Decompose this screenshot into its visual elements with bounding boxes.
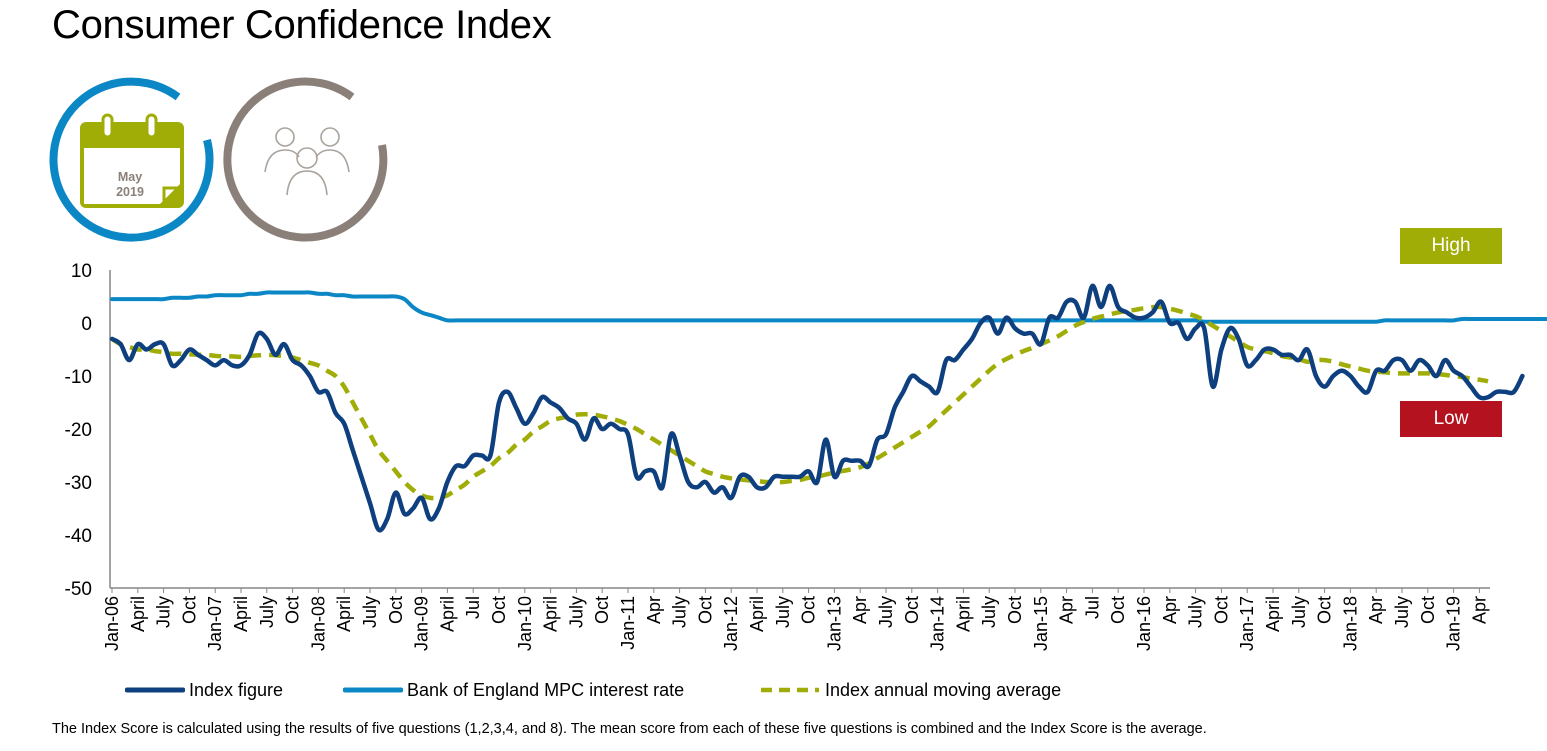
- x-tick-label: Jul: [463, 596, 483, 619]
- y-tick-label: -10: [65, 367, 92, 388]
- x-tick-label: July: [1392, 596, 1412, 628]
- x-tick-label: Apr: [1057, 596, 1077, 624]
- x-tick-label: Apr: [1160, 596, 1180, 624]
- low-badge: Low: [1400, 401, 1502, 437]
- x-tick-label: July: [566, 596, 586, 628]
- y-tick-label: 0: [81, 314, 92, 335]
- x-tick-label: Jan-13: [824, 596, 844, 651]
- legend-swatch-moving-average: [761, 687, 819, 693]
- x-tick-label: July: [670, 596, 690, 628]
- icon-group: May 2019: [49, 77, 388, 242]
- x-tick-label: Oct: [489, 596, 509, 624]
- x-tick-label: Jan-10: [515, 596, 535, 651]
- x-tick-label: July: [1289, 596, 1309, 628]
- legend-swatch-interest-rate: [343, 687, 403, 693]
- x-tick-label: Oct: [1418, 596, 1438, 624]
- x-tick-label: Oct: [592, 596, 612, 624]
- x-tick-label: Jan-16: [1134, 596, 1154, 651]
- x-tick-label: April: [334, 596, 354, 632]
- line-chart: 100-10-20-30-40-50 Jan-06 April July Oct Jan…: [65, 261, 1547, 651]
- x-tick-label: Jan-08: [308, 596, 328, 651]
- x-tick-label: Jan-12: [721, 596, 741, 651]
- x-tick-label: Oct: [799, 596, 819, 624]
- x-tick-label: Jan-14: [928, 596, 948, 651]
- x-tick-label: Apr: [1469, 596, 1489, 624]
- x-tick-label: April: [953, 596, 973, 632]
- calendar-year: 2019: [116, 185, 144, 199]
- y-axis: 10 0 -10 -20 -30 -40 -50: [65, 261, 111, 600]
- x-tick-label: July: [773, 596, 793, 628]
- x-tick-label: Oct: [1108, 596, 1128, 624]
- x-tick-label: Oct: [695, 596, 715, 624]
- x-tick-label: Apr: [644, 596, 664, 624]
- x-tick-label: April: [1263, 596, 1283, 632]
- x-tick-label: Jan-11: [618, 596, 638, 650]
- legend-label: Index figure: [189, 680, 284, 700]
- x-tick-label: July: [154, 596, 174, 628]
- x-tick-label: Jan-15: [1031, 596, 1051, 651]
- page-title: Consumer Confidence Index: [52, 3, 552, 47]
- y-tick-label: -30: [65, 473, 92, 494]
- x-tick-label: Oct: [179, 596, 199, 624]
- x-tick-label: Apr: [1366, 596, 1386, 624]
- high-badge: High: [1400, 228, 1502, 264]
- y-tick-label: 10: [71, 261, 92, 282]
- legend-label: Bank of England MPC interest rate: [407, 680, 685, 700]
- x-tick-label: Jan-17: [1237, 596, 1257, 651]
- x-tick-label: April: [541, 596, 561, 632]
- series-index-figure: [109, 283, 1525, 533]
- x-tick-label: Oct: [1005, 596, 1025, 624]
- x-tick-label: April: [231, 596, 251, 632]
- x-tick-label: Oct: [1315, 596, 1335, 624]
- x-tick-label: Jan-09: [412, 596, 432, 651]
- x-tick-label: July: [979, 596, 999, 628]
- x-tick-label: Jan-06: [102, 596, 122, 651]
- x-tick-label: Oct: [386, 596, 406, 624]
- series-lines: [109, 283, 1547, 533]
- x-tick-label: July: [1186, 596, 1206, 628]
- x-tick-label: July: [360, 596, 380, 628]
- x-tick-label: Jan-18: [1340, 596, 1360, 651]
- x-tick-label: April: [747, 596, 767, 632]
- y-tick-label: -50: [65, 579, 92, 600]
- x-tick-label: July: [257, 596, 277, 628]
- legend-swatch-index-figure: [125, 687, 185, 693]
- x-tick-label: Oct: [902, 596, 922, 624]
- x-tick-label: Jan-19: [1444, 596, 1464, 651]
- x-tick-label: Jan-07: [205, 596, 225, 651]
- y-tick-label: -20: [65, 420, 92, 441]
- footnote: The Index Score is calculated using the …: [52, 721, 1207, 737]
- people-icon: [223, 77, 388, 242]
- x-tick-label: Oct: [1211, 596, 1231, 624]
- series-interest-rate: [110, 290, 1547, 324]
- y-tick-label: -40: [65, 526, 92, 547]
- calendar-icon: May 2019: [49, 77, 214, 242]
- x-tick-label: Jul: [1082, 596, 1102, 619]
- legend-label: Index annual moving average: [825, 680, 1062, 700]
- x-tick-label: April: [437, 596, 457, 632]
- series-moving-average: [110, 304, 1489, 501]
- x-tick-label: Oct: [283, 596, 303, 624]
- x-axis: Jan-06 April July Oct Jan-07 April July Oct Jan-…: [102, 587, 1490, 651]
- x-tick-label: April: [128, 596, 148, 632]
- x-tick-label: Apr: [850, 596, 870, 624]
- calendar-month: May: [118, 170, 142, 184]
- x-tick-label: July: [876, 596, 896, 628]
